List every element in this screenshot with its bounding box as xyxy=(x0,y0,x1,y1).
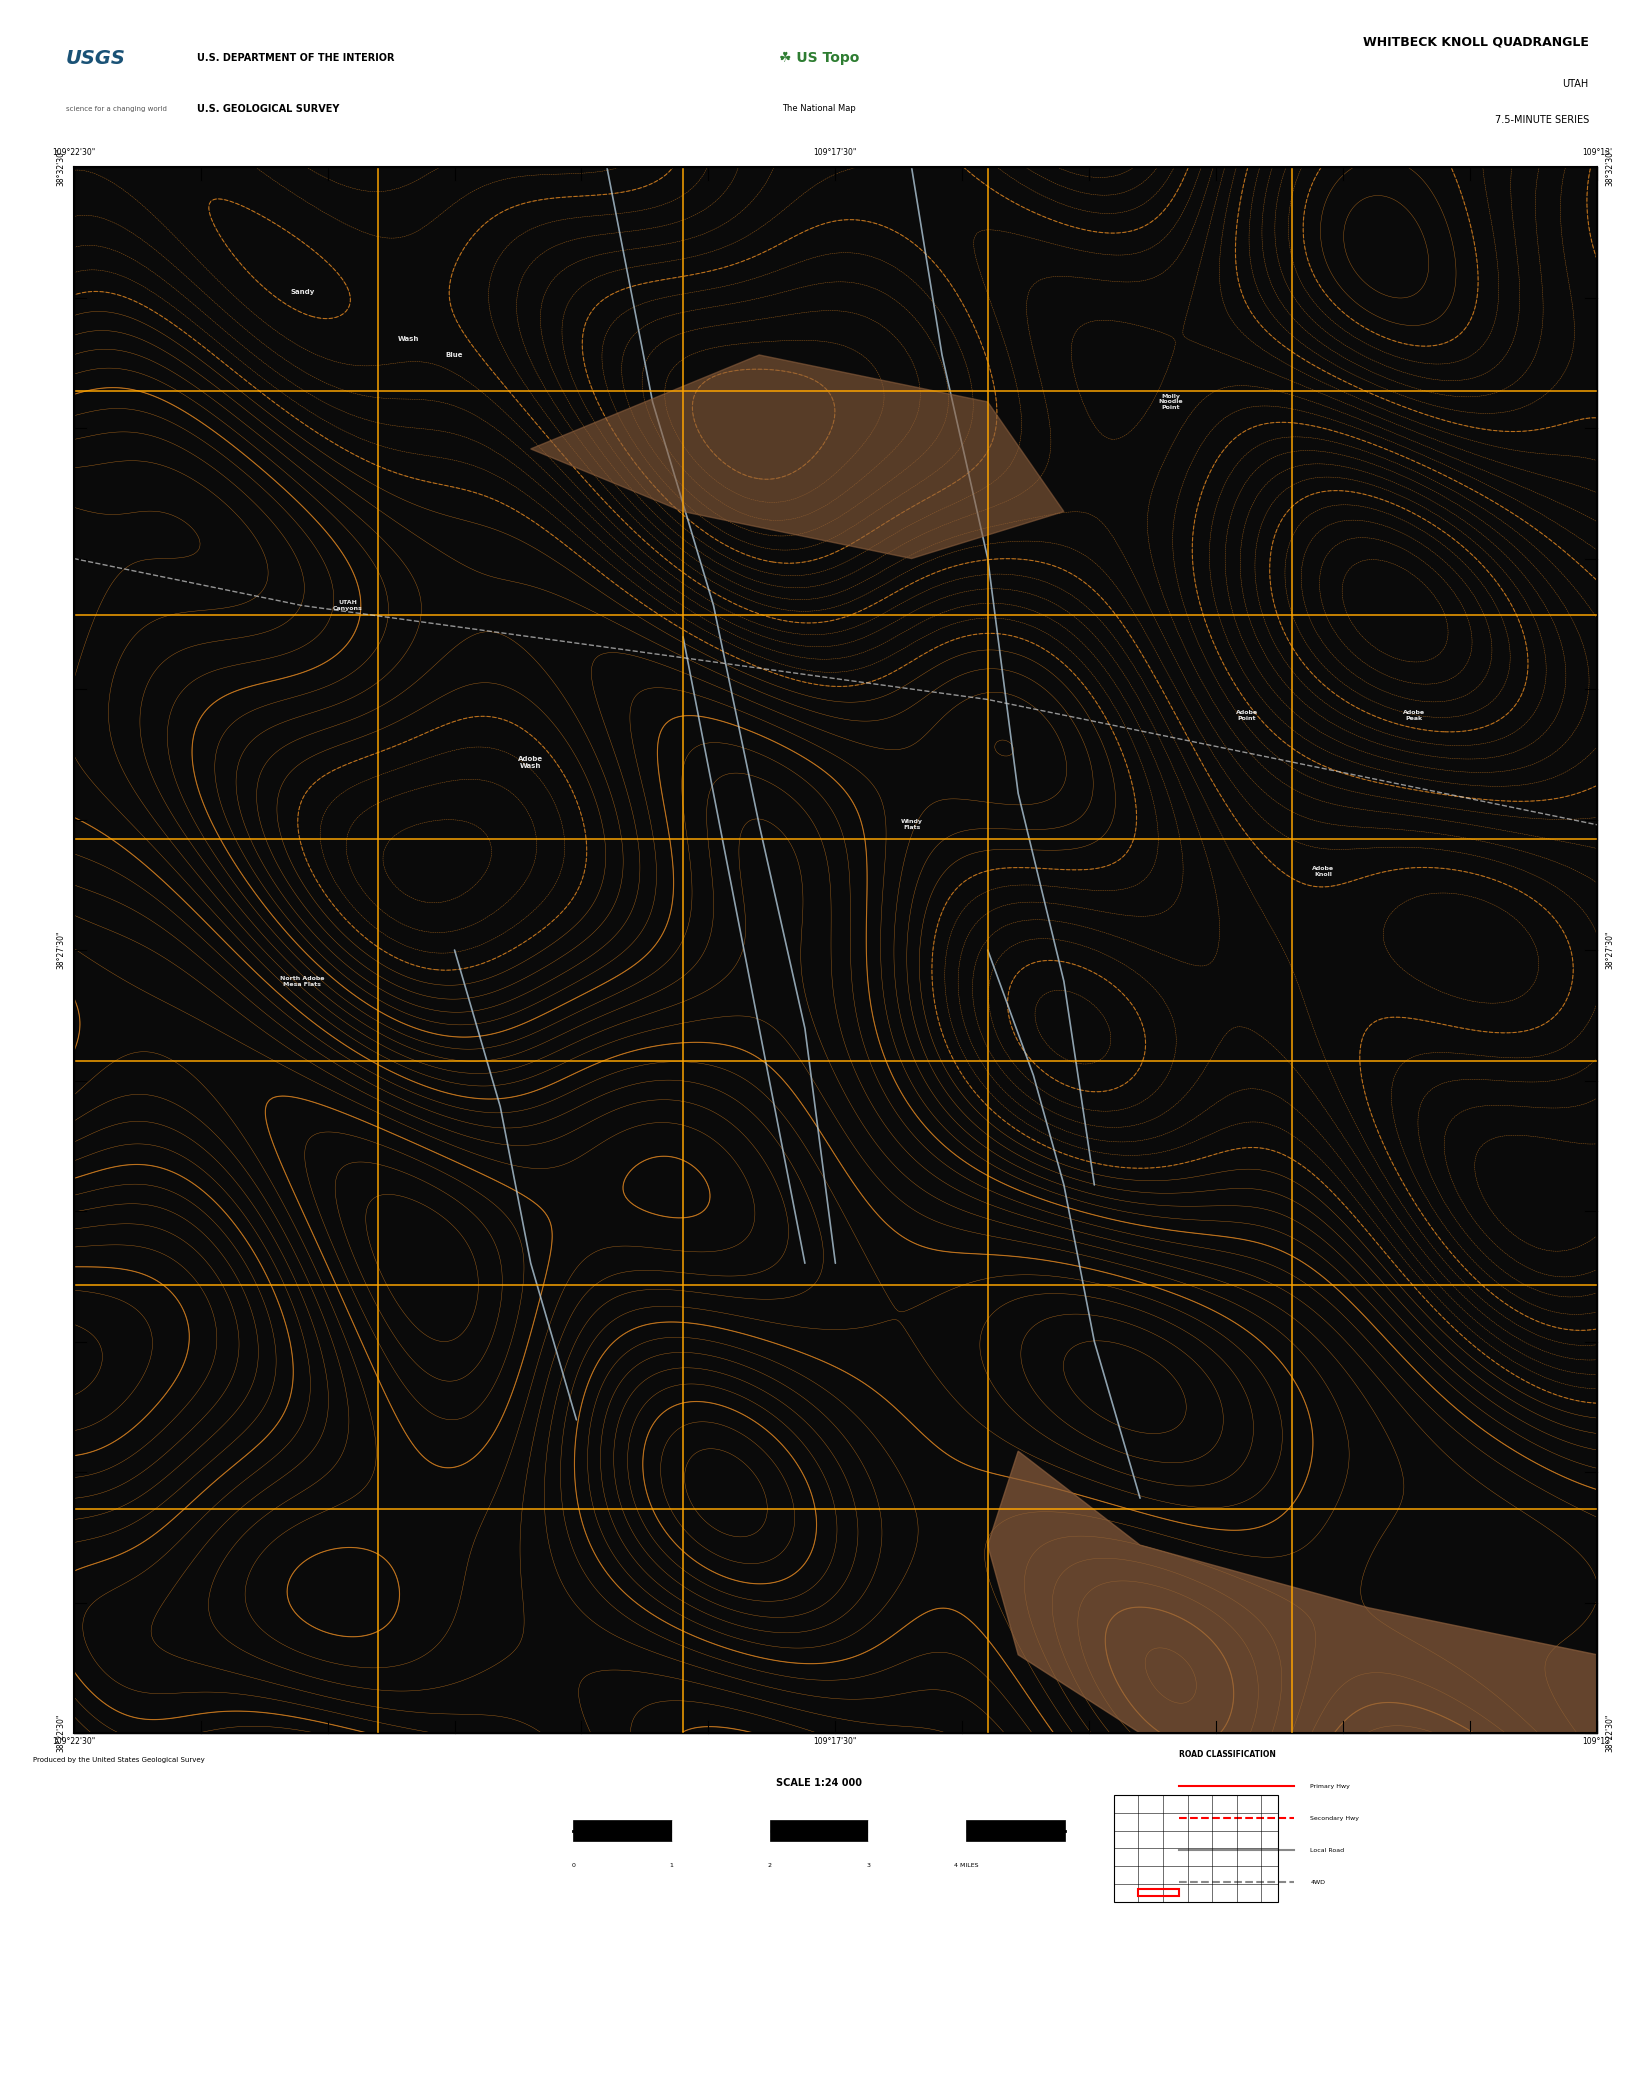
Text: Adobe
Wash: Adobe Wash xyxy=(518,756,544,768)
Text: 109°13': 109°13' xyxy=(1582,148,1612,157)
Text: U.S. GEOLOGICAL SURVEY: U.S. GEOLOGICAL SURVEY xyxy=(197,104,339,113)
Bar xyxy=(1138,1890,1179,1896)
Text: Molly
Noodle
Point: Molly Noodle Point xyxy=(1158,395,1183,409)
Text: Secondary Hwy: Secondary Hwy xyxy=(1310,1817,1360,1821)
Text: 4WD: 4WD xyxy=(1310,1879,1325,1885)
Text: 38°27'30": 38°27'30" xyxy=(1605,931,1613,969)
Text: Primary Hwy: Primary Hwy xyxy=(1310,1783,1350,1789)
Bar xyxy=(573,1821,672,1842)
Text: Adobe
Knoll: Adobe Knoll xyxy=(1312,867,1333,877)
Text: 2: 2 xyxy=(768,1862,771,1867)
Text: North Adobe
Mesa Flats: North Adobe Mesa Flats xyxy=(280,975,324,988)
Text: SCALE 1:24 000: SCALE 1:24 000 xyxy=(776,1777,862,1787)
Text: Produced by the United States Geological Survey: Produced by the United States Geological… xyxy=(33,1756,205,1762)
Text: 38°27'30": 38°27'30" xyxy=(57,931,66,969)
Text: U.S. DEPARTMENT OF THE INTERIOR: U.S. DEPARTMENT OF THE INTERIOR xyxy=(197,54,395,63)
Text: science for a changing world: science for a changing world xyxy=(66,106,167,111)
Bar xyxy=(672,1821,770,1842)
Text: 1: 1 xyxy=(670,1862,673,1867)
Text: ☘ US Topo: ☘ US Topo xyxy=(778,52,860,65)
Text: 38°22'30": 38°22'30" xyxy=(57,1714,66,1752)
Text: 109°17'30": 109°17'30" xyxy=(814,1737,857,1746)
Text: Adobe
Peak: Adobe Peak xyxy=(1404,710,1425,720)
Text: 109°22'30": 109°22'30" xyxy=(52,1737,95,1746)
Text: 38°32'30": 38°32'30" xyxy=(1605,148,1613,186)
Text: 109°13': 109°13' xyxy=(1582,1737,1612,1746)
Text: The National Map: The National Map xyxy=(781,104,857,113)
Text: Local Road: Local Road xyxy=(1310,1848,1345,1852)
Polygon shape xyxy=(531,355,1065,560)
Text: 38°22'30": 38°22'30" xyxy=(1605,1714,1613,1752)
Text: USGS: USGS xyxy=(66,48,126,69)
Text: 109°17'30": 109°17'30" xyxy=(814,148,857,157)
Text: Adobe
Point: Adobe Point xyxy=(1235,710,1258,720)
Text: WHITBECK KNOLL QUADRANGLE: WHITBECK KNOLL QUADRANGLE xyxy=(1363,35,1589,48)
Text: 7.5-MINUTE SERIES: 7.5-MINUTE SERIES xyxy=(1494,115,1589,125)
Text: UTAH: UTAH xyxy=(1563,79,1589,88)
Text: ROAD CLASSIFICATION: ROAD CLASSIFICATION xyxy=(1179,1750,1276,1758)
Text: Windy
Flats: Windy Flats xyxy=(901,818,922,831)
Polygon shape xyxy=(988,1451,1597,1733)
Text: 109°22'30": 109°22'30" xyxy=(52,148,95,157)
Text: 0: 0 xyxy=(572,1862,575,1867)
Bar xyxy=(966,1821,1065,1842)
Bar xyxy=(868,1821,966,1842)
Text: 38°32'30": 38°32'30" xyxy=(57,148,66,186)
Text: Wash: Wash xyxy=(398,336,419,342)
Text: UTAH
Canyons: UTAH Canyons xyxy=(333,599,362,612)
Text: Blue: Blue xyxy=(446,353,464,357)
Bar xyxy=(770,1821,868,1842)
Text: 3: 3 xyxy=(867,1862,870,1867)
Bar xyxy=(1114,1796,1278,1902)
Text: 4 MILES: 4 MILES xyxy=(955,1862,978,1867)
Text: Sandy: Sandy xyxy=(290,290,314,294)
